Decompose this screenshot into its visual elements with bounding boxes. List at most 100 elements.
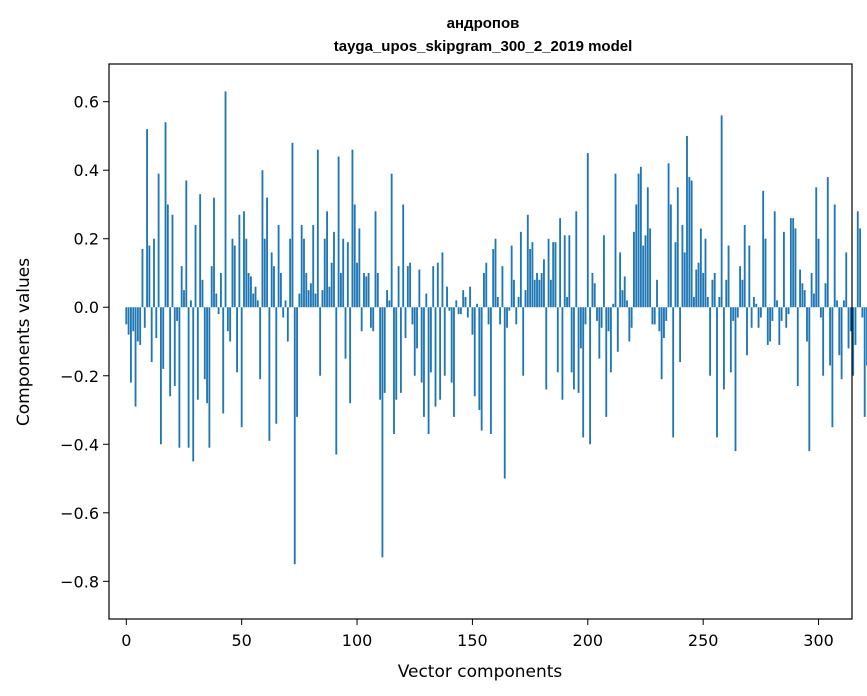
bar <box>861 307 864 318</box>
bar <box>349 307 352 404</box>
bar <box>448 307 451 311</box>
bar <box>810 272 813 308</box>
bar <box>455 300 458 308</box>
bar <box>596 307 598 321</box>
bar <box>303 238 305 308</box>
bar <box>506 307 508 328</box>
bar <box>840 307 843 380</box>
bar <box>243 211 245 308</box>
bar <box>363 272 365 308</box>
bar <box>540 272 543 308</box>
bar <box>563 235 566 308</box>
bar <box>185 180 188 308</box>
bar <box>706 296 709 308</box>
y-tick-label: −0.6 <box>60 504 99 523</box>
bar <box>275 307 278 424</box>
bar <box>201 279 204 308</box>
bar <box>399 307 402 393</box>
bar <box>663 307 665 339</box>
bar <box>824 283 827 308</box>
bar <box>335 307 338 455</box>
bar <box>819 307 822 318</box>
bar <box>577 307 580 393</box>
bar <box>157 173 160 308</box>
bar <box>330 262 333 308</box>
bar <box>268 307 271 441</box>
bar <box>739 266 742 308</box>
bar <box>799 269 802 308</box>
bar <box>316 149 319 308</box>
bar <box>711 279 714 308</box>
bar <box>702 272 705 308</box>
bar <box>536 272 538 308</box>
bar <box>423 307 425 417</box>
bar <box>183 290 185 308</box>
bar <box>379 307 382 400</box>
bar <box>690 180 693 308</box>
bar <box>494 238 497 308</box>
bar <box>173 307 176 387</box>
bar <box>847 307 850 349</box>
bar <box>402 204 405 308</box>
bar <box>529 249 532 308</box>
bar <box>194 225 197 308</box>
bar <box>628 307 631 342</box>
bar <box>261 170 264 308</box>
bar <box>543 259 545 308</box>
bar <box>801 283 804 308</box>
bar <box>342 238 345 308</box>
bar <box>559 218 562 308</box>
x-tick-label: 100 <box>342 631 373 650</box>
bar <box>464 296 467 308</box>
bar <box>566 296 568 308</box>
bar <box>501 266 504 308</box>
bar <box>404 307 407 339</box>
bar <box>526 214 529 308</box>
bar <box>519 231 522 308</box>
bar <box>658 307 661 332</box>
bar <box>231 238 234 308</box>
bar <box>603 235 605 308</box>
bar <box>249 276 252 308</box>
bar <box>639 166 642 308</box>
bar <box>499 307 502 325</box>
bar <box>388 300 391 308</box>
bar <box>579 307 582 349</box>
bar <box>305 272 308 308</box>
bar <box>591 272 594 308</box>
bar <box>429 307 432 373</box>
bar <box>815 187 818 308</box>
bar <box>134 307 137 407</box>
bar <box>729 307 732 373</box>
bar <box>346 242 349 308</box>
bar <box>568 235 571 308</box>
bar <box>358 228 361 308</box>
y-tick-label: 0.2 <box>74 230 99 249</box>
bar <box>734 307 737 452</box>
x-tick-label: 250 <box>688 631 719 650</box>
bar <box>665 307 668 321</box>
bar <box>649 228 652 308</box>
bar <box>826 177 829 308</box>
bar <box>293 307 296 565</box>
bar <box>605 307 608 417</box>
bar <box>466 307 469 318</box>
bar <box>593 283 596 308</box>
bar <box>794 228 797 308</box>
bar <box>522 307 525 376</box>
bar <box>476 303 478 308</box>
bar <box>169 307 172 397</box>
bar <box>533 279 536 308</box>
bar <box>328 286 331 308</box>
bar <box>219 272 222 308</box>
bar <box>284 300 287 308</box>
bar <box>487 307 490 325</box>
y-tick-label: 0.4 <box>74 161 99 180</box>
bar <box>326 211 328 308</box>
bar <box>189 300 192 308</box>
bar <box>469 286 472 308</box>
bar <box>203 307 206 380</box>
bar <box>432 266 435 308</box>
bar <box>510 245 513 308</box>
bar <box>513 279 515 308</box>
